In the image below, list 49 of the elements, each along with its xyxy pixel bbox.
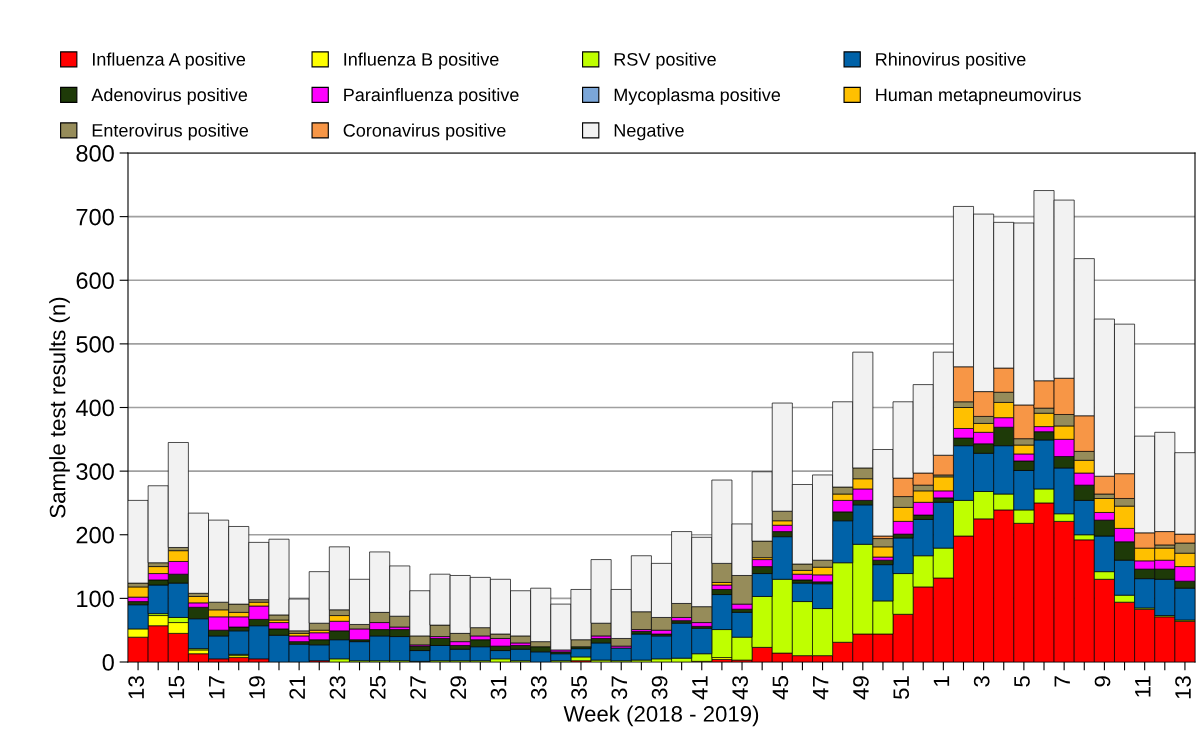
x-tick-label: 13 [1175,676,1191,699]
y-tick-label: 100 [77,590,114,608]
x-tick-label: 11 [1135,676,1151,697]
y-axis-title: Sample test results (n) [49,297,70,518]
y-tick-label: 300 [76,463,114,480]
x-tick-label: 25 [369,676,386,699]
legend-label: Rhinovirus positive [876,52,1026,70]
y-tick-label: 600 [76,272,114,290]
x-tick-label: 7 [1054,676,1070,687]
x-tick-label: 51 [893,676,910,700]
y-tick-label: 700 [76,208,114,226]
y-tick-label: 200 [76,526,114,544]
x-tick-label: 35 [571,676,587,700]
x-tick-label: 1 [933,676,950,686]
legend-label: Human metapneumovirus [876,88,1081,105]
legend-label: Enterovirus positive [92,123,249,141]
x-tick-label: 27 [410,676,426,699]
x-tick-label: 21 [289,676,305,699]
x-tick-label: 17 [209,676,225,699]
x-tick-label: 47 [813,676,829,700]
legend-label: RSV positive [614,52,716,70]
x-tick-label: 29 [450,676,467,699]
x-tick-label: 33 [530,676,547,700]
y-tick-label: 0 [102,654,114,671]
x-tick-label: 5 [1014,676,1030,687]
legend-label: Influenza B positive [344,52,499,70]
x-tick-label: 9 [1094,676,1111,687]
legend-label: Mycoplasma positive [614,88,781,105]
x-tick-label: 39 [651,676,668,700]
x-tick-label: 15 [168,676,185,699]
legend-label: Adenovirus positive [91,88,248,105]
y-tick-label: 800 [76,145,114,162]
y-tick-label: 500 [76,335,114,353]
x-tick-label: 23 [329,676,346,699]
x-tick-label: 49 [853,676,869,700]
x-tick-label: 19 [249,676,265,699]
legend-label: Parainfluenza positive [344,88,519,105]
x-tick-label: 31 [490,676,507,700]
x-tick-label: 3 [973,676,990,687]
legend-label: Coronavirus positive [343,123,506,141]
x-tick-label: 45 [772,676,789,700]
x-axis-title: Week (2018 - 2019) [563,705,759,727]
x-tick-label: 13 [128,676,145,699]
x-tick-label: 41 [692,676,708,700]
legend-label: Influenza A positive [92,52,246,70]
y-tick-label: 400 [75,399,114,417]
legend-label: Negative [614,123,684,141]
x-tick-label: 37 [611,676,628,700]
x-tick-label: 43 [732,676,748,700]
